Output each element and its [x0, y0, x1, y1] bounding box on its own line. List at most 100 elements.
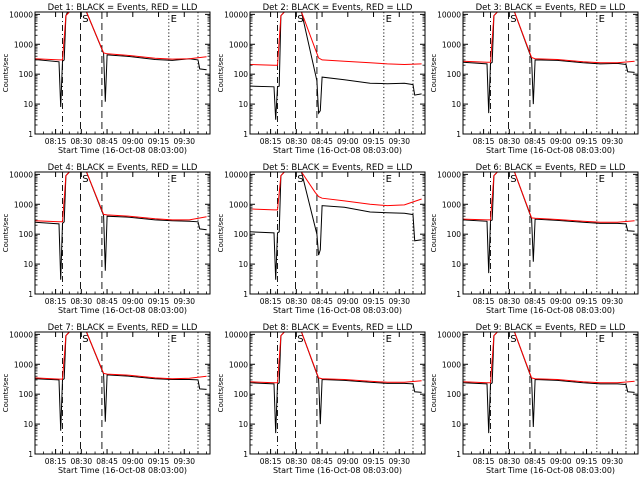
x-tick-label: 09:30: [173, 137, 195, 146]
x-tick-label: 08:15: [45, 297, 67, 306]
y-tick-label: 1000: [14, 200, 33, 209]
x-tick-label: 09:00: [122, 457, 144, 466]
lld-series-line: [250, 172, 422, 211]
event-marker-label: S: [510, 174, 516, 185]
y-tick-label: 10000: [224, 10, 248, 19]
x-tick-label: 09:00: [337, 297, 359, 306]
x-tick-label: 08:30: [286, 457, 308, 466]
y-tick-label: 1000: [229, 360, 248, 369]
x-tick-label: 08:15: [45, 457, 67, 466]
event-marker-label: E: [599, 174, 605, 185]
panel-title: Det 9: BLACK = Events, RED = LLD: [476, 323, 626, 333]
y-tick-label: 1: [456, 450, 461, 459]
lld-series-line: [250, 332, 422, 384]
y-axis-label: Counts/sec: [430, 54, 438, 93]
y-tick-label: 1000: [14, 40, 33, 49]
y-tick-label: 100: [19, 390, 34, 399]
x-tick-label: 08:45: [524, 457, 546, 466]
x-tick-label: 09:00: [122, 297, 144, 306]
event-marker-label: S: [510, 14, 516, 25]
event-marker-label: S: [82, 14, 88, 25]
x-tick-label: 09:15: [363, 297, 385, 306]
event-marker-label: S: [82, 334, 88, 345]
x-axis-label: Start Time (16-Oct-08 08:03:00): [486, 146, 615, 155]
events-series-line: [35, 172, 207, 280]
y-tick-label: 1: [28, 130, 33, 139]
panel-title: Det 4: BLACK = Events, RED = LLD: [48, 163, 198, 173]
x-tick-label: 09:00: [122, 137, 144, 146]
x-tick-label: 09:30: [388, 457, 410, 466]
x-axis-label: Start Time (16-Oct-08 08:03:00): [273, 146, 402, 155]
y-axis-label: Counts/sec: [217, 374, 225, 413]
x-tick-label: 08:45: [96, 297, 118, 306]
y-tick-label: 1000: [229, 200, 248, 209]
y-tick-label: 10000: [9, 10, 33, 19]
y-tick-label: 100: [447, 70, 462, 79]
x-tick-label: 09:15: [576, 297, 598, 306]
y-tick-label: 10: [451, 260, 461, 269]
x-tick-label: 09:15: [148, 137, 170, 146]
events-series-line: [35, 332, 207, 431]
y-axis-label: Counts/sec: [2, 214, 10, 253]
y-tick-label: 10: [238, 260, 248, 269]
y-tick-label: 10000: [437, 170, 461, 179]
y-tick-label: 1000: [229, 40, 248, 49]
panel-title: Det 8: BLACK = Events, RED = LLD: [263, 323, 413, 333]
event-marker-label: S: [297, 174, 303, 185]
x-tick-label: 08:15: [473, 457, 495, 466]
y-tick-label: 100: [234, 230, 249, 239]
plot-frame: [249, 11, 426, 135]
y-tick-label: 10000: [437, 330, 461, 339]
x-tick-label: 09:30: [601, 137, 623, 146]
lld-series-line: [35, 332, 207, 380]
event-marker-label: S: [510, 334, 516, 345]
y-tick-label: 10: [23, 420, 33, 429]
x-tick-label: 09:00: [337, 457, 359, 466]
x-tick-label: 09:30: [388, 297, 410, 306]
plot-frame: [34, 11, 211, 135]
y-tick-label: 1: [243, 450, 248, 459]
plot-frame: [249, 331, 426, 455]
x-tick-label: 09:30: [388, 137, 410, 146]
plot-frame: [249, 171, 426, 295]
y-tick-label: 1000: [442, 360, 461, 369]
x-tick-label: 08:15: [260, 297, 282, 306]
event-marker-label: E: [386, 174, 392, 185]
y-tick-label: 100: [447, 230, 462, 239]
x-tick-label: 08:45: [96, 457, 118, 466]
y-tick-label: 10000: [224, 170, 248, 179]
events-series-line: [250, 332, 422, 434]
events-series-line: [463, 12, 635, 114]
events-series-line: [463, 332, 635, 434]
x-tick-label: 08:45: [524, 297, 546, 306]
panel-title: Det 2: BLACK = Events, RED = LLD: [263, 3, 413, 13]
x-tick-label: 08:15: [473, 137, 495, 146]
events-series-line: [463, 172, 635, 274]
y-tick-label: 1: [456, 130, 461, 139]
lld-series-line: [463, 172, 635, 223]
x-axis-label: Start Time (16-Oct-08 08:03:00): [486, 306, 615, 315]
y-tick-label: 10000: [9, 330, 33, 339]
events-series-line: [250, 12, 422, 120]
x-tick-label: 09:15: [363, 457, 385, 466]
x-tick-label: 09:30: [601, 457, 623, 466]
x-tick-label: 08:45: [311, 137, 333, 146]
y-tick-label: 100: [19, 230, 34, 239]
y-tick-label: 10000: [224, 330, 248, 339]
plot-frame: [34, 331, 211, 455]
x-tick-label: 08:45: [96, 137, 118, 146]
y-tick-label: 10000: [437, 10, 461, 19]
x-tick-label: 09:00: [550, 457, 572, 466]
plot-frame: [462, 171, 639, 295]
event-marker-label: S: [297, 14, 303, 25]
lld-series-line: [35, 172, 207, 223]
y-axis-label: Counts/sec: [2, 54, 10, 93]
y-tick-label: 10: [23, 260, 33, 269]
event-marker-label: S: [82, 174, 88, 185]
event-marker-label: E: [171, 174, 177, 185]
y-tick-label: 100: [447, 390, 462, 399]
x-tick-label: 09:15: [576, 457, 598, 466]
y-tick-label: 10000: [9, 170, 33, 179]
event-marker-label: E: [599, 14, 605, 25]
y-tick-label: 1: [243, 130, 248, 139]
